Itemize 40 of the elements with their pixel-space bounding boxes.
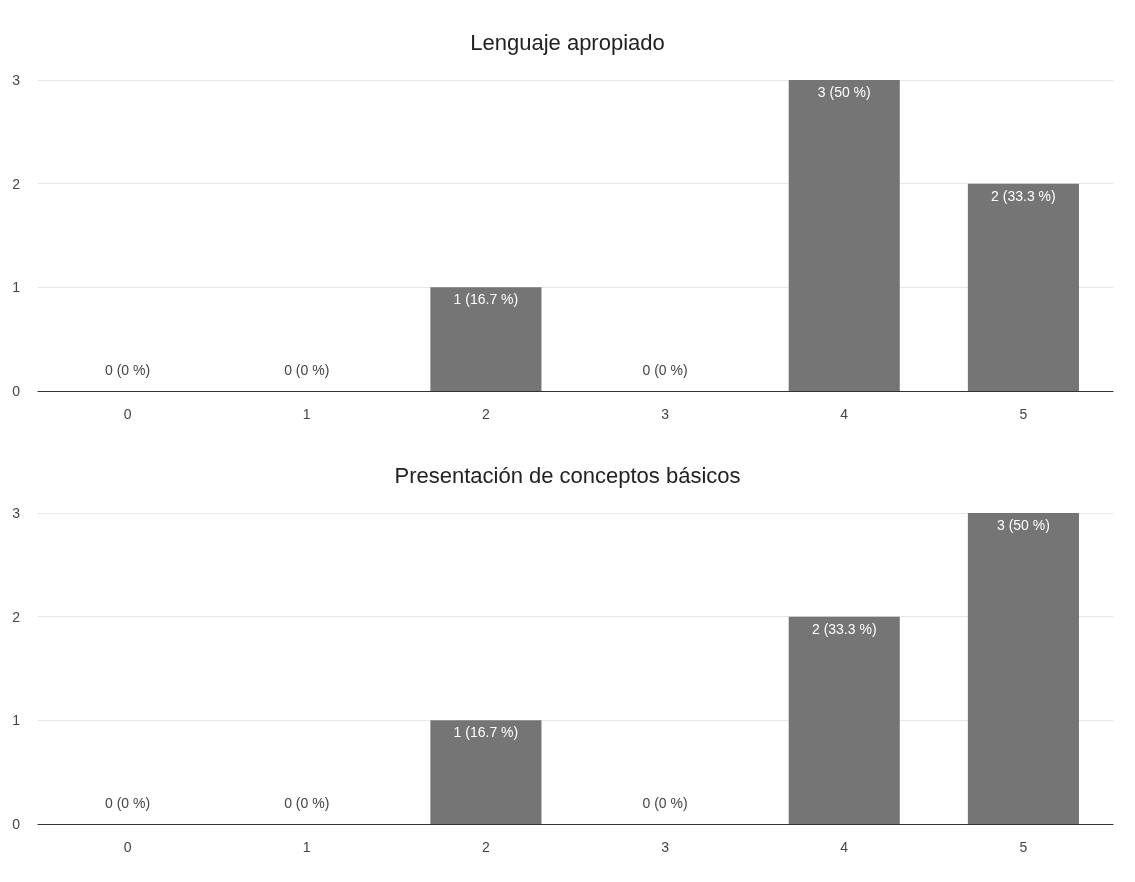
x-tick-label: 2 [482,406,491,422]
x-tick-label: 4 [840,839,849,855]
x-tick-label: 5 [1019,839,1028,855]
y-tick-label: 0 [12,816,21,832]
data-label: 2 (33.3 %) [991,187,1056,204]
data-label: 0 (0 %) [284,795,330,811]
data-label: 0 (0 %) [642,795,688,811]
y-tick-label: 3 [12,72,21,88]
x-tick-label: 1 [302,839,311,855]
bar [430,720,542,824]
data-label: 0 (0 %) [642,362,688,378]
chart-title: Presentación de conceptos básicos [394,462,741,488]
bar [967,513,1079,824]
data-label: 3 (50 %) [996,517,1050,533]
y-tick-label: 0 [12,383,21,399]
x-tick-label: 5 [1019,406,1028,422]
bar [788,616,900,824]
chart-title: Lenguaje apropiado [470,29,665,55]
x-tick-label: 3 [661,406,670,422]
x-tick-label: 2 [482,839,491,855]
bar [430,287,542,391]
data-label: 2 (33.3 %) [811,620,877,637]
data-label: 0 (0 %) [105,362,151,378]
data-label: 3 (50 %) [817,84,871,100]
x-tick-label: 3 [661,839,670,855]
data-label: 0 (0 %) [105,795,151,811]
data-label: 1 (16.7 %) [453,724,519,741]
y-tick-label: 3 [12,505,21,521]
data-label: 1 (16.7 %) [453,291,519,308]
bar [967,183,1079,391]
x-tick-label: 1 [302,406,311,422]
x-tick-label: 0 [123,839,132,855]
y-tick-label: 1 [12,279,21,296]
y-tick-label: 1 [12,712,21,729]
x-tick-label: 0 [123,406,132,422]
x-tick-label: 4 [840,406,849,422]
bar [788,80,900,391]
data-label: 0 (0 %) [284,362,330,378]
y-tick-label: 2 [12,608,21,625]
y-tick-label: 2 [12,175,21,192]
